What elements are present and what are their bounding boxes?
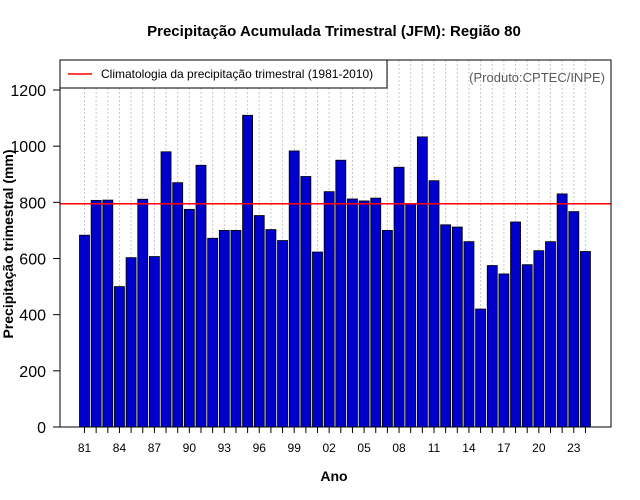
bar-10: [416, 136, 428, 428]
bar-13: [451, 226, 463, 428]
bar-82: [90, 199, 102, 428]
bar-83: [102, 199, 114, 428]
x-tick-label: 11: [428, 441, 441, 455]
x-tick-label: 08: [392, 441, 406, 455]
bar-21: [545, 241, 556, 428]
bar-98: [277, 240, 288, 428]
y-tick-label: 800: [19, 195, 46, 212]
x-tick-label: 96: [253, 441, 267, 455]
x-tick-label: 02: [322, 441, 336, 455]
x-axis-title: Ano: [320, 468, 347, 484]
x-tick-label: 84: [113, 441, 127, 455]
bar-90: [183, 208, 195, 428]
x-tick-label: 81: [78, 441, 92, 455]
bar-91: [195, 164, 207, 428]
bar-04: [347, 198, 358, 428]
bar-14: [463, 241, 475, 428]
x-tick-label: 23: [567, 441, 581, 455]
bar-02: [323, 191, 335, 428]
x-tick-label: 14: [462, 441, 476, 455]
bar-17: [498, 273, 510, 428]
bar-07: [381, 230, 393, 428]
bar-20: [533, 250, 545, 428]
x-tick-label: 20: [532, 441, 546, 455]
bar-89: [172, 182, 184, 428]
bar-22: [556, 193, 568, 428]
y-axis: 0 200 400 600 800 1000 1200: [10, 83, 60, 437]
y-tick-label: 200: [19, 364, 46, 381]
bar-94: [230, 230, 242, 428]
source-annotation: (Produto:CPTEC/INPE): [469, 70, 605, 85]
bar-01: [312, 251, 323, 428]
bar-19: [521, 264, 533, 428]
bar-88: [160, 151, 172, 428]
x-tick-label: 17: [497, 441, 511, 455]
bar-11: [428, 180, 440, 428]
bar-09: [405, 203, 417, 428]
bar-95: [242, 114, 254, 428]
chart-title: Precipitação Acumulada Trimestral (JFM):…: [147, 23, 521, 40]
bar-24: [580, 251, 591, 428]
x-tick-label: 93: [218, 441, 232, 455]
bar-96: [253, 215, 265, 428]
bar-85: [125, 257, 137, 428]
y-tick-label: 0: [37, 420, 46, 437]
bars: [79, 114, 591, 428]
bar-15: [475, 308, 487, 428]
y-tick-label: 400: [19, 308, 46, 325]
x-tick-label: 05: [357, 441, 371, 455]
bar-06: [370, 197, 382, 428]
bar-08: [393, 166, 405, 428]
x-axis: 81 84 87 90 93 96 99 02 05 08 11 14 17 20 23: [78, 427, 586, 455]
bar-92: [207, 237, 219, 428]
bar-87: [148, 256, 160, 428]
y-axis-title: Precipitação trimestral (mm): [0, 149, 16, 338]
bar-93: [218, 230, 230, 428]
bar-03: [335, 159, 347, 428]
y-tick-label: 1200: [10, 83, 46, 100]
bar-81: [79, 234, 90, 428]
x-tick-label: 99: [288, 441, 302, 455]
bar-99: [288, 150, 300, 428]
bar-00: [300, 176, 312, 428]
bar-84: [114, 286, 125, 428]
legend: Climatologia da precipitação trimestral …: [59, 59, 388, 89]
bar-97: [265, 229, 277, 428]
bar-16: [486, 265, 498, 428]
y-tick-label: 600: [19, 252, 46, 269]
x-tick-label: 90: [183, 441, 197, 455]
bar-05: [358, 200, 370, 428]
bar-23: [568, 211, 580, 428]
y-tick-label: 1000: [10, 139, 46, 156]
x-tick-label: 87: [148, 441, 162, 455]
bar-86: [137, 198, 149, 428]
bar-12: [440, 224, 452, 428]
bar-18: [510, 221, 521, 428]
legend-label: Climatologia da precipitação trimestral …: [101, 67, 373, 81]
legend-box: [59, 59, 388, 89]
